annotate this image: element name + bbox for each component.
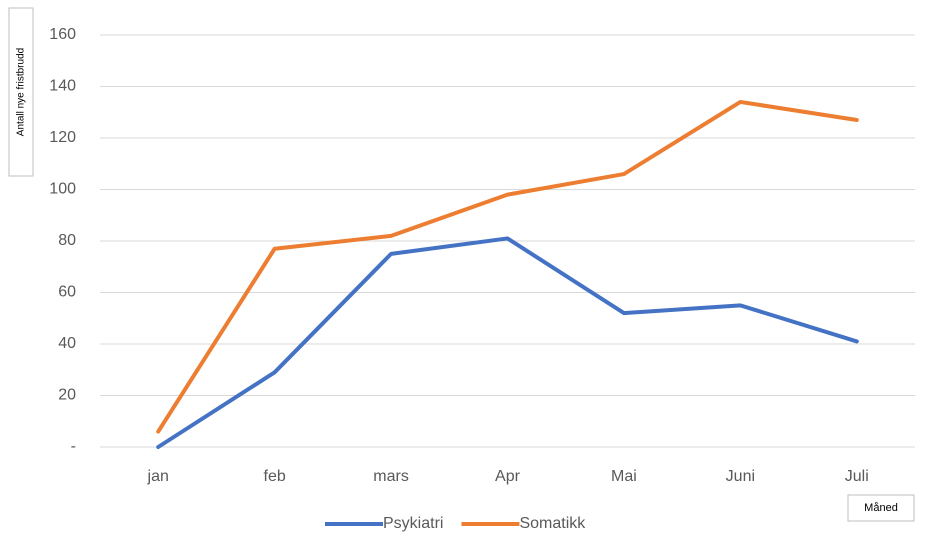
y-tick-label: 140 xyxy=(49,78,76,95)
line-series xyxy=(156,99,859,434)
y-tick-label: 60 xyxy=(58,284,76,301)
y-tick-label: - xyxy=(71,438,76,455)
x-tick-label: Apr xyxy=(495,468,521,485)
x-tick-label: Mai xyxy=(611,468,637,485)
legend-label: Somatikk xyxy=(519,515,586,532)
y-tick-label: 160 xyxy=(49,26,76,43)
x-label-box xyxy=(847,494,915,522)
x-axis-title: Måned xyxy=(864,502,898,514)
y-tick-label: 100 xyxy=(49,181,76,198)
x-tick-label: Juni xyxy=(726,468,755,485)
x-tick-label: jan xyxy=(147,468,169,485)
y-tick-label: 120 xyxy=(49,129,76,146)
y-tick-label: 40 xyxy=(58,335,76,352)
y-label-box xyxy=(8,7,34,177)
y-tick-label: 80 xyxy=(58,232,76,249)
x-tick-label: mars xyxy=(373,468,409,485)
legend-label: Psykiatri xyxy=(383,515,443,532)
line-series xyxy=(156,236,859,449)
y-axis-title: Antall nye fristbrudd xyxy=(16,48,27,136)
x-tick-label: feb xyxy=(264,468,286,485)
y-tick-label: 20 xyxy=(58,387,76,404)
x-tick-label: Juli xyxy=(845,468,869,485)
